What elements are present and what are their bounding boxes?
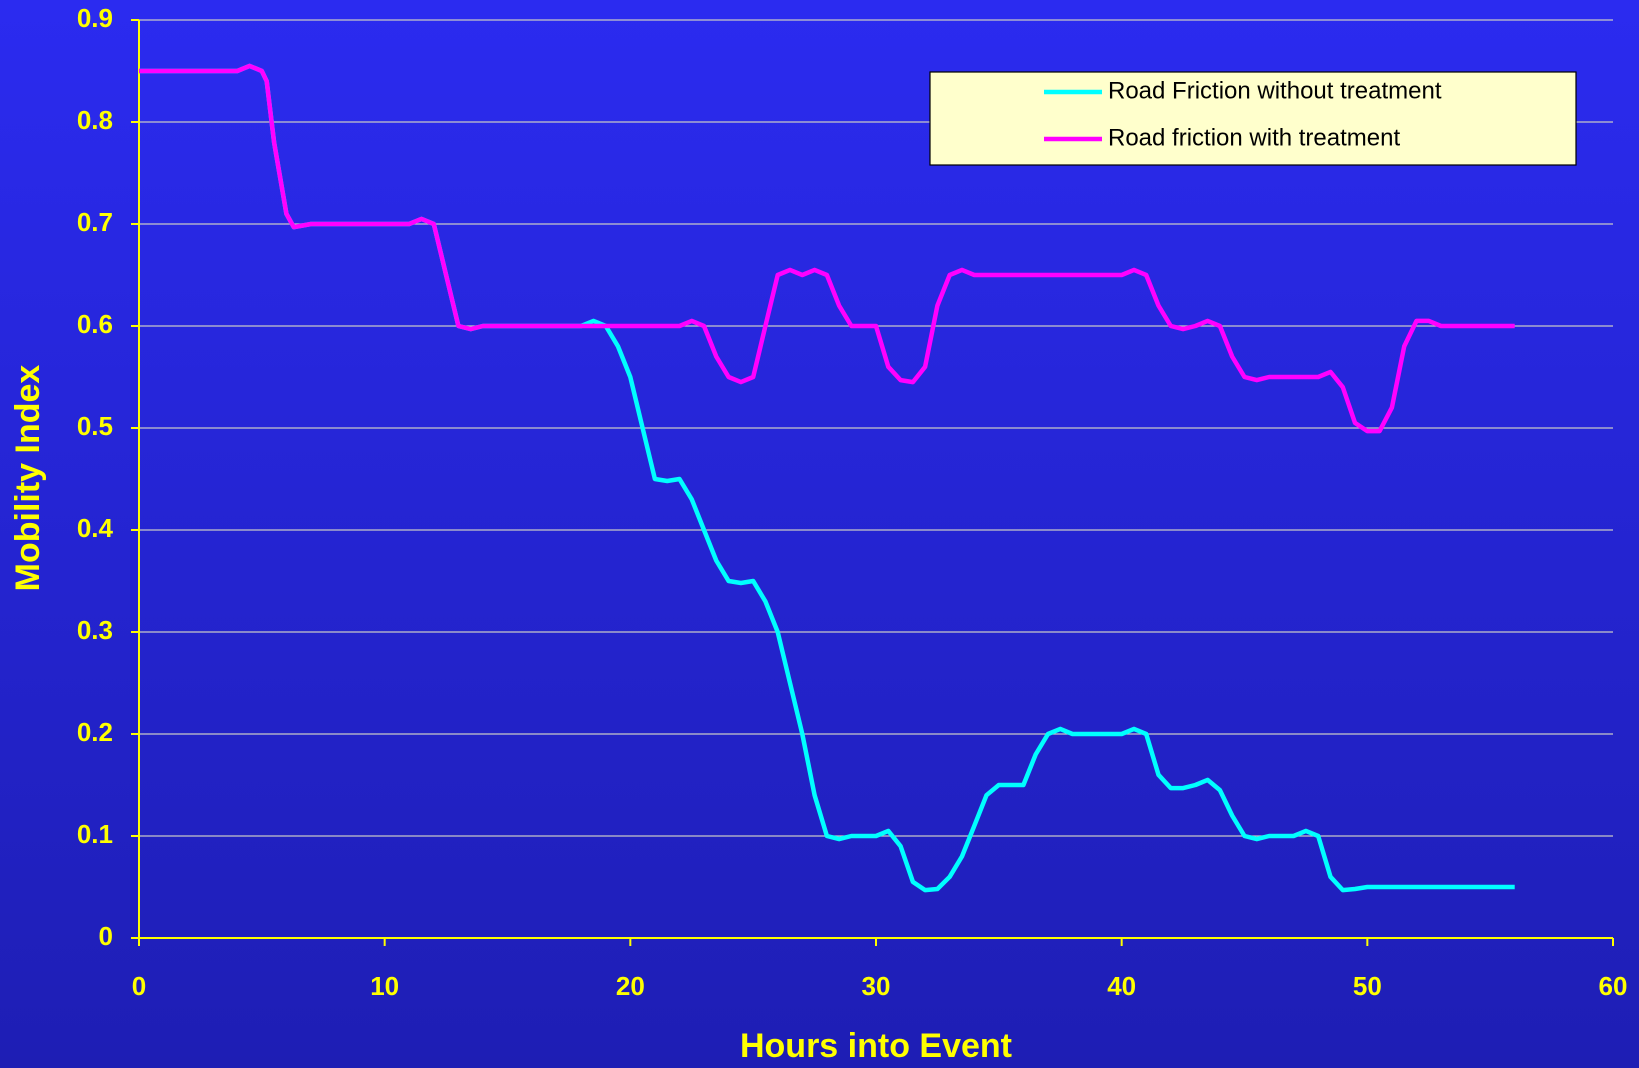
x-tick-label: 60 (1599, 971, 1628, 1001)
x-tick-label: 20 (616, 971, 645, 1001)
y-tick-label: 0.1 (77, 819, 113, 849)
y-tick-label: 0.6 (77, 309, 113, 339)
x-tick-label: 30 (862, 971, 891, 1001)
y-tick-label: 0.8 (77, 105, 113, 135)
x-tick-label: 50 (1353, 971, 1382, 1001)
x-axis-title: Hours into Event (740, 1027, 1012, 1065)
y-tick-label: 0 (99, 921, 113, 951)
y-tick-label: 0.7 (77, 207, 113, 237)
legend-label: Road friction with treatment (1108, 124, 1400, 151)
y-tick-label: 0.2 (77, 717, 113, 747)
y-axis-title: Mobility Index (9, 365, 47, 592)
data-line (139, 63, 1515, 434)
x-tick-label: 10 (370, 971, 399, 1001)
x-tick-label: 0 (132, 971, 146, 1001)
legend: Road Friction without treatment Road fric… (929, 71, 1577, 166)
x-tick-label: 40 (1107, 971, 1136, 1001)
legend-box (929, 71, 1577, 166)
legend-label: Road Friction without treatment (1108, 77, 1442, 104)
y-tick-label: 0.4 (77, 513, 114, 543)
y-tick-label: 0.5 (77, 411, 113, 441)
y-tick-label: 0.3 (77, 615, 113, 645)
y-tick-label: 0.9 (77, 3, 113, 33)
